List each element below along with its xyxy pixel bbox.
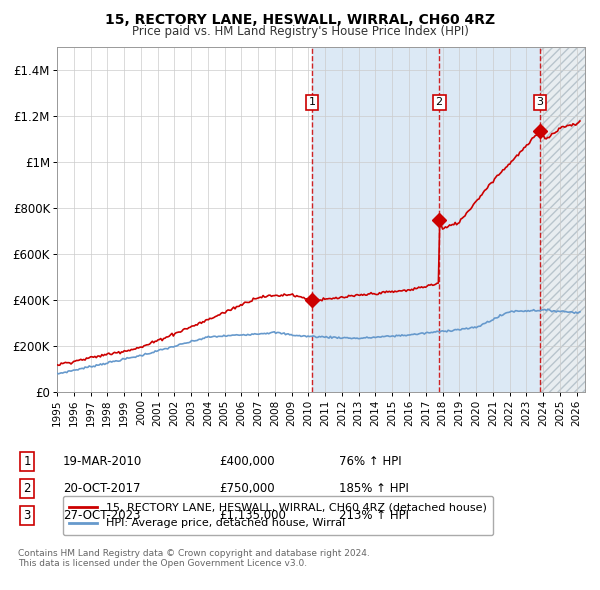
- Text: £1,135,000: £1,135,000: [219, 509, 286, 522]
- Text: 76% ↑ HPI: 76% ↑ HPI: [339, 455, 401, 468]
- Bar: [540, 47, 585, 392]
- Text: 27-OCT-2023: 27-OCT-2023: [63, 509, 140, 522]
- Legend: 15, RECTORY LANE, HESWALL, WIRRAL, CH60 4RZ (detached house), HPI: Average price: 15, RECTORY LANE, HESWALL, WIRRAL, CH60 …: [62, 496, 493, 535]
- Text: 3: 3: [23, 509, 31, 522]
- Text: 19-MAR-2010: 19-MAR-2010: [63, 455, 142, 468]
- Text: Contains HM Land Registry data © Crown copyright and database right 2024.: Contains HM Land Registry data © Crown c…: [18, 549, 370, 558]
- Text: 20-OCT-2017: 20-OCT-2017: [63, 482, 140, 495]
- Text: 213% ↑ HPI: 213% ↑ HPI: [339, 509, 409, 522]
- Text: This data is licensed under the Open Government Licence v3.0.: This data is licensed under the Open Gov…: [18, 559, 307, 568]
- Text: 2: 2: [23, 482, 31, 495]
- Text: 3: 3: [536, 97, 544, 107]
- Text: £400,000: £400,000: [219, 455, 275, 468]
- Text: 1: 1: [23, 455, 31, 468]
- Text: 1: 1: [308, 97, 316, 107]
- Text: Price paid vs. HM Land Registry's House Price Index (HPI): Price paid vs. HM Land Registry's House …: [131, 25, 469, 38]
- Text: £750,000: £750,000: [219, 482, 275, 495]
- Text: 15, RECTORY LANE, HESWALL, WIRRAL, CH60 4RZ: 15, RECTORY LANE, HESWALL, WIRRAL, CH60 …: [105, 13, 495, 27]
- Text: 185% ↑ HPI: 185% ↑ HPI: [339, 482, 409, 495]
- Bar: [312, 47, 540, 392]
- Text: 2: 2: [436, 97, 443, 107]
